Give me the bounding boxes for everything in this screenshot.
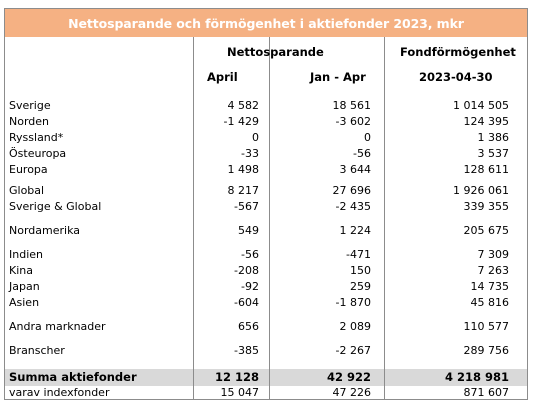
cell-wealth: 289 756 — [463, 344, 510, 357]
cell-april: -92 — [241, 280, 259, 293]
row-label: Nordamerika — [9, 224, 80, 237]
row-label: Indien — [9, 248, 43, 261]
table-frame: Nettosparande och förmögenhet i aktiefon… — [4, 8, 528, 400]
header-april: April — [207, 70, 238, 84]
row-label: Sverige — [9, 99, 51, 112]
cell-jan-apr: 150 — [350, 264, 371, 277]
cell-wealth: 871 607 — [463, 386, 510, 399]
column-divider — [193, 37, 194, 399]
cell-wealth: 7 263 — [477, 264, 510, 277]
cell-jan-apr: 0 — [364, 131, 371, 144]
cell-april: -604 — [234, 296, 259, 309]
cell-jan-apr: -2 267 — [335, 344, 371, 357]
column-divider — [269, 37, 270, 399]
cell-jan-apr: 27 696 — [332, 184, 372, 197]
row-label: Östeuropa — [9, 147, 67, 160]
cell-april: -33 — [241, 147, 259, 160]
cell-jan-apr: -3 602 — [335, 115, 371, 128]
cell-jan-apr: 18 561 — [332, 99, 372, 112]
cell-wealth: 339 355 — [463, 200, 510, 213]
cell-jan-apr: 2 089 — [339, 320, 372, 333]
cell-april: -1 429 — [223, 115, 259, 128]
header-fondformogenhet: Fondförmögenhet — [400, 45, 516, 59]
cell-jan-apr: 3 644 — [339, 163, 372, 176]
cell-wealth: 128 611 — [463, 163, 510, 176]
row-label: Kina — [9, 264, 33, 277]
cell-wealth: 4 218 981 — [444, 370, 509, 384]
cell-jan-apr: -1 870 — [335, 296, 371, 309]
row-label: varav indexfonder — [9, 386, 110, 399]
row-label: Japan — [9, 280, 40, 293]
row-label: Branscher — [9, 344, 65, 357]
cell-april: 8 217 — [227, 184, 260, 197]
cell-jan-apr: 42 922 — [326, 370, 371, 384]
cell-wealth: 110 577 — [463, 320, 510, 333]
row-label: Summa aktiefonder — [9, 370, 137, 384]
cell-april: -56 — [241, 248, 259, 261]
cell-april: 12 128 — [214, 370, 259, 384]
cell-jan-apr: 259 — [350, 280, 371, 293]
row-label: Global — [9, 184, 45, 197]
header-jan-apr: Jan - Apr — [310, 70, 366, 84]
cell-april: 15 047 — [220, 386, 260, 399]
header-nettosparande: Nettosparande — [227, 45, 324, 59]
header-date: 2023-04-30 — [419, 70, 493, 84]
total-row-background — [5, 369, 527, 386]
cell-jan-apr: 1 224 — [339, 224, 372, 237]
cell-wealth: 124 395 — [463, 115, 510, 128]
cell-wealth: 14 735 — [470, 280, 510, 293]
row-label: Europa — [9, 163, 48, 176]
cell-april: 549 — [238, 224, 259, 237]
cell-april: 1 498 — [227, 163, 260, 176]
cell-wealth: 3 537 — [477, 147, 510, 160]
row-label: Ryssland* — [9, 131, 64, 144]
cell-april: 0 — [252, 131, 259, 144]
cell-wealth: 1 014 505 — [453, 99, 509, 112]
cell-wealth: 45 816 — [470, 296, 510, 309]
cell-april: -385 — [234, 344, 259, 357]
row-label: Andra marknader — [9, 320, 106, 333]
row-label: Sverige & Global — [9, 200, 102, 213]
cell-april: -208 — [234, 264, 259, 277]
cell-wealth: 1 926 061 — [453, 184, 509, 197]
column-divider — [384, 37, 385, 399]
cell-jan-apr: 47 226 — [332, 386, 372, 399]
cell-jan-apr: -56 — [353, 147, 371, 160]
table-title: Nettosparande och förmögenhet i aktiefon… — [5, 9, 527, 37]
cell-jan-apr: -471 — [346, 248, 371, 261]
cell-april: 4 582 — [227, 99, 260, 112]
cell-april: -567 — [234, 200, 259, 213]
row-label: Norden — [9, 115, 50, 128]
cell-wealth: 7 309 — [477, 248, 510, 261]
cell-wealth: 205 675 — [463, 224, 510, 237]
cell-jan-apr: -2 435 — [335, 200, 371, 213]
cell-april: 656 — [238, 320, 259, 333]
row-label: Asien — [9, 296, 40, 309]
cell-wealth: 1 386 — [477, 131, 510, 144]
